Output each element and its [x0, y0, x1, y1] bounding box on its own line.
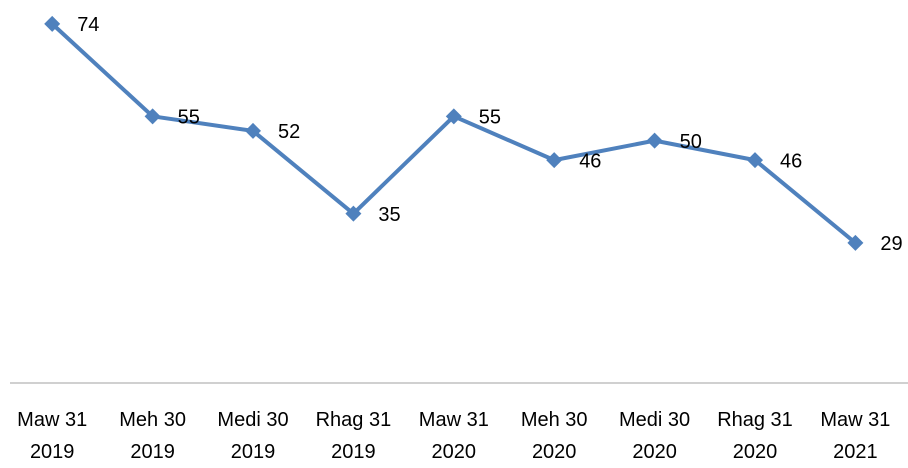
- marker: [747, 152, 763, 169]
- marker: [144, 108, 161, 125]
- x-tick-label: Medi 30 2020: [619, 409, 691, 463]
- x-tick-label: Meh 30 2019: [119, 409, 186, 463]
- marker: [345, 205, 362, 222]
- x-tick-label: Meh 30 2020: [520, 409, 588, 463]
- data-label: 29: [880, 233, 902, 255]
- marker: [245, 122, 261, 139]
- data-label: 52: [278, 121, 300, 143]
- data-label: 46: [579, 150, 601, 172]
- data-label: 55: [479, 107, 501, 129]
- marker: [44, 15, 61, 32]
- x-tick-label: Rhag 31 2020: [717, 409, 793, 463]
- x-tick-label: Maw 31 2021: [820, 409, 891, 463]
- marker: [646, 132, 663, 149]
- data-label: 55: [178, 107, 200, 129]
- x-tick-label: Maw 31 2020: [418, 409, 489, 463]
- data-label: 35: [378, 204, 400, 226]
- data-label: 46: [780, 150, 802, 172]
- marker: [847, 234, 864, 251]
- line: [50, 22, 857, 245]
- x-tick-label: Medi 30 2019: [217, 409, 289, 463]
- x-tick-label: Rhag 31 2019: [315, 409, 392, 463]
- data-label: 50: [680, 131, 702, 153]
- marker: [546, 152, 563, 169]
- marker: [445, 108, 462, 125]
- data-label: 74: [77, 14, 99, 36]
- x-tick-label: Maw 31 2019: [17, 409, 88, 463]
